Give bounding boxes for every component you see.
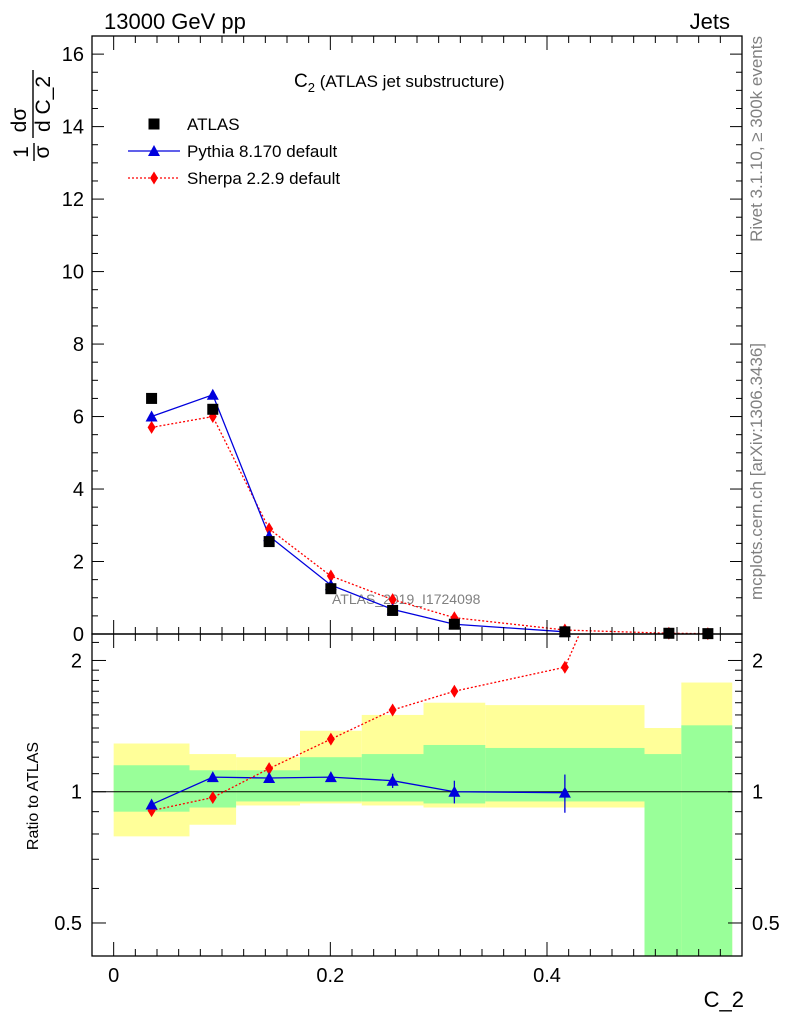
x-tick-label: 0.4	[533, 965, 561, 987]
ratio-point-pythia	[324, 771, 337, 783]
y-tick-label: 16	[62, 44, 84, 66]
svg-text:dσ: dσ	[8, 108, 31, 133]
y-tick-label: 0	[73, 624, 84, 646]
x-tick-label: 0	[108, 965, 119, 987]
legend-marker	[150, 171, 158, 185]
band-green	[681, 725, 733, 956]
ratio-point-pythia	[145, 798, 158, 810]
ratio-point-sherpa	[326, 732, 335, 746]
data-point	[325, 583, 337, 595]
ratio-y-tick-label: 0.5	[54, 913, 82, 935]
ratio-y-tick-label-right: 0.5	[752, 913, 780, 935]
legend-label: Pythia 8.170 default	[187, 142, 338, 161]
data-point	[263, 536, 275, 548]
ratio-y-tick-label: 1	[71, 782, 82, 804]
y-tick-label: 10	[62, 262, 84, 284]
svg-text:1: 1	[10, 146, 33, 158]
data-point	[387, 604, 399, 616]
data-point	[265, 522, 274, 536]
data-point	[326, 569, 335, 583]
rivet-version-text: Rivet 3.1.10, ≥ 300k events	[747, 36, 766, 242]
ratio-point-sherpa	[450, 684, 459, 698]
y-tick-label: 2	[73, 552, 84, 574]
y-tick-label: 12	[62, 189, 84, 211]
ratio-line-sherpa	[151, 633, 581, 812]
ratio-point-pythia	[386, 774, 399, 786]
mcplots-text: mcplots.cern.ch [arXiv:1306.3436]	[747, 343, 766, 600]
svg-text:d C_2: d C_2	[32, 76, 55, 132]
ratio-point-pythia	[206, 771, 219, 783]
series-line	[151, 393, 565, 633]
x-axis-label: C_2	[704, 987, 744, 1012]
ratio-series	[145, 633, 581, 818]
legend-marker	[148, 145, 160, 156]
analysis-watermark: ATLAS_2019_I1724098	[332, 591, 481, 607]
legend: ATLAS Pythia 8.170 default Sherpa 2.2.9 de…	[128, 115, 340, 188]
ratio-y-tick-label-right: 2	[752, 650, 763, 672]
y-tick-label: 8	[73, 334, 84, 356]
svg-text:σ: σ	[31, 145, 54, 158]
data-point	[663, 627, 675, 639]
plot-title: C2 (ATLAS jet substructure)	[294, 71, 505, 95]
ratio-y-axis-label: Ratio to ATLAS	[25, 742, 42, 850]
y-tick-label: 14	[62, 117, 84, 139]
header-energy: 13000 GeV pp	[104, 9, 246, 34]
data-point	[145, 410, 158, 422]
ratio-point-sherpa	[265, 762, 274, 776]
legend-marker	[148, 118, 160, 130]
data-point	[559, 626, 571, 638]
data-point	[147, 420, 156, 434]
y-tick-label: 6	[73, 407, 84, 429]
main-y-axis-label: 1 σ dσ d C_2	[8, 70, 55, 161]
data-point	[207, 403, 219, 415]
ratio-uncertainty-bands	[92, 682, 742, 956]
legend-label: Sherpa 2.2.9 default	[187, 169, 340, 188]
data-point	[388, 593, 397, 607]
ratio-y-tick-label: 2	[71, 650, 82, 672]
data-point	[206, 388, 219, 400]
ratio-point-pythia	[558, 786, 571, 798]
ratio-point-sherpa	[208, 790, 217, 804]
ratio-point-sherpa	[388, 703, 397, 717]
y-tick-label: 4	[73, 479, 84, 501]
ratio-y-tick-label-right: 1	[752, 782, 763, 804]
x-tick-label: 0.2	[316, 965, 344, 987]
data-point	[448, 618, 460, 630]
data-point	[146, 392, 158, 404]
header-process: Jets	[690, 9, 730, 34]
ratio-point-pythia	[448, 785, 461, 797]
ratio-point-sherpa	[560, 660, 569, 674]
ratio-point-pythia	[263, 772, 276, 784]
band-green	[644, 754, 682, 956]
legend-label: ATLAS	[187, 115, 240, 134]
series-line	[151, 415, 708, 635]
